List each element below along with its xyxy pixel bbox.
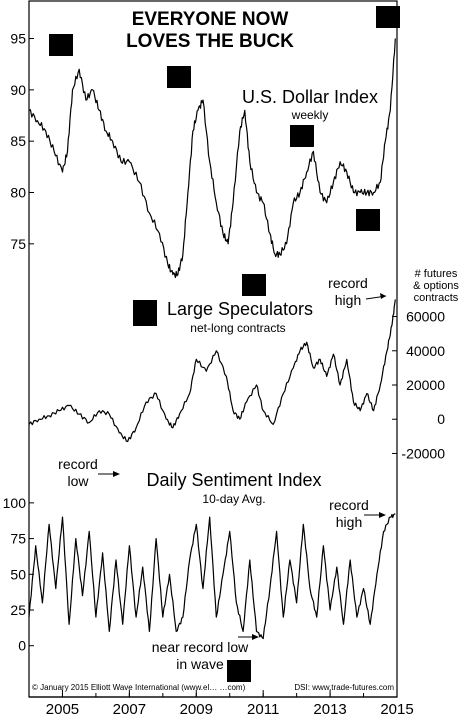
specs-ytick-label: 20000 (406, 377, 445, 393)
dsi-record-high-label-line1: record (329, 497, 369, 513)
dsi-ytick-label: 100 (3, 495, 27, 511)
usd-series-group: 75 80 85 90 95 (10, 31, 396, 279)
dsi-panel-subtitle: 10-day Avg. (202, 492, 265, 506)
credit-right: DSI: www.trade-futures.com (294, 683, 394, 692)
redaction-box (376, 6, 400, 28)
specs-series-line (28, 299, 396, 443)
dsi-ytick-label: 0 (18, 638, 26, 654)
near-record-low-label-line2: in wave (176, 656, 224, 672)
specs-record-high-arrowhead (380, 293, 386, 299)
redaction-box (49, 34, 73, 56)
specs-ytick-label: 60000 (406, 309, 445, 325)
specs-axis-label-line: & options (413, 280, 459, 292)
chart-title-line2: LOVES THE BUCK (126, 31, 294, 52)
redaction-box (242, 274, 266, 296)
specs-axis-label-line: contracts (414, 292, 459, 304)
credit-left: © January 2015 Elliott Wave Internationa… (32, 683, 246, 692)
specs-record-high-label-line1: record (328, 275, 368, 291)
x-tick-label: 2005 (46, 701, 79, 718)
dsi-record-high-label-line2: high (336, 514, 362, 530)
dsi-ytick-label: 50 (10, 566, 26, 582)
x-tick-label: 2007 (113, 701, 146, 718)
usd-series-line (28, 38, 396, 279)
redaction-box (167, 66, 191, 88)
specs-ytick-label: -20000 (401, 445, 445, 461)
record-low-label-line1: record (58, 456, 98, 472)
usd-panel-subtitle: weekly (291, 108, 329, 122)
dsi-series-group: 0 25 50 75 100 (3, 495, 396, 654)
record-low-label-line2: low (67, 473, 89, 489)
usd-panel-title: U.S. Dollar Index (242, 87, 378, 107)
redaction-box (290, 125, 314, 147)
near-record-low-arrowhead (252, 634, 259, 640)
redaction-box (356, 209, 380, 231)
specs-ytick-label: 40000 (406, 343, 445, 359)
x-tick-label: 2015 (380, 701, 413, 718)
redaction-box (133, 300, 157, 326)
specs-axis-label-line: # futures (415, 268, 458, 280)
specs-axis-label-line1: # futures & options contracts (413, 268, 459, 304)
usd-ytick-label: 85 (10, 133, 26, 149)
specs-series-group: -20000 0 20000 40000 60000 (28, 299, 445, 461)
x-tick-label: 2013 (313, 701, 346, 718)
x-axis-group: 2005 2007 2009 2011 2013 2015 (28, 690, 414, 718)
redaction-box (227, 660, 251, 682)
dsi-ytick-label: 75 (10, 531, 26, 547)
specs-ytick-label: 0 (437, 411, 445, 427)
near-record-low-label-line1: near record low (152, 639, 249, 655)
x-tick-label: 2009 (180, 701, 213, 718)
dsi-panel-title: Daily Sentiment Index (146, 470, 321, 490)
chart-title-line1: EVERYONE NOW (132, 9, 289, 30)
record-low-arrowhead (113, 471, 120, 477)
usd-ytick-label: 80 (10, 184, 26, 200)
dsi-ytick-label: 25 (10, 602, 26, 618)
usd-ytick-label: 75 (10, 236, 26, 252)
specs-panel-subtitle: net-long contracts (190, 321, 285, 335)
dsi-series-line (28, 513, 396, 640)
usd-ytick-label: 95 (10, 31, 26, 47)
specs-record-high-label-line2: high (335, 292, 361, 308)
dsi-record-high-arrowhead (379, 512, 386, 518)
x-tick-label: 2011 (247, 701, 279, 718)
usd-ytick-label: 90 (10, 82, 26, 98)
specs-panel-title: Large Speculators (167, 299, 313, 319)
